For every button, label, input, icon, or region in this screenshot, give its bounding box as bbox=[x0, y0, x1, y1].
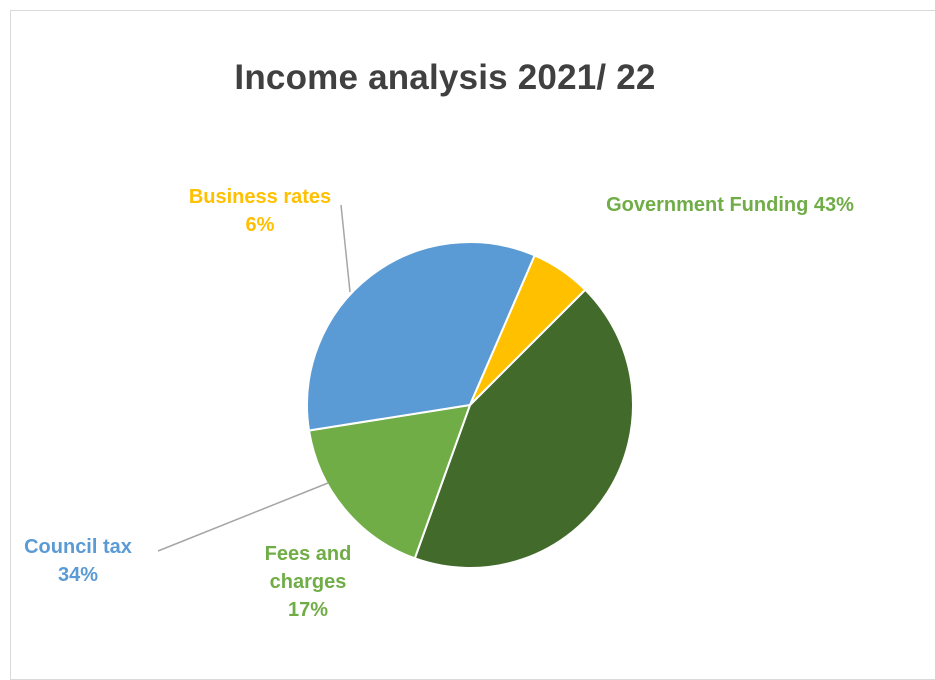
pie-slice-business-rates bbox=[469, 254, 587, 406]
data-label-fees-and-charges-value: 17% bbox=[287, 599, 329, 621]
data-label-government-funding-text: Government Funding 43% bbox=[606, 194, 854, 216]
data-label-government-funding: Government Funding 43% bbox=[570, 191, 890, 219]
leader-line-council-tax bbox=[157, 482, 329, 552]
data-label-business-rates-value: 6% bbox=[245, 214, 275, 236]
data-label-business-rates: Business rates 6% bbox=[170, 183, 350, 239]
pie-slice-fees-and-charges bbox=[308, 404, 471, 560]
leader-line-business-rates bbox=[340, 204, 351, 293]
data-label-council-tax-value: 34% bbox=[57, 564, 99, 586]
chart-title: Income analysis 2021/ 22 bbox=[234, 58, 656, 97]
pie-slice-council-tax bbox=[306, 241, 536, 432]
data-label-council-tax-name: Council tax bbox=[24, 536, 132, 558]
data-label-fees-and-charges-line2: charges bbox=[269, 571, 347, 593]
data-label-business-rates-name: Business rates bbox=[188, 186, 332, 208]
pie-slice-government-funding bbox=[413, 288, 634, 569]
data-label-fees-and-charges: Fees and charges 17% bbox=[238, 540, 378, 624]
data-label-fees-and-charges-line1: Fees and bbox=[264, 543, 352, 565]
data-label-council-tax: Council tax 34% bbox=[8, 533, 148, 589]
